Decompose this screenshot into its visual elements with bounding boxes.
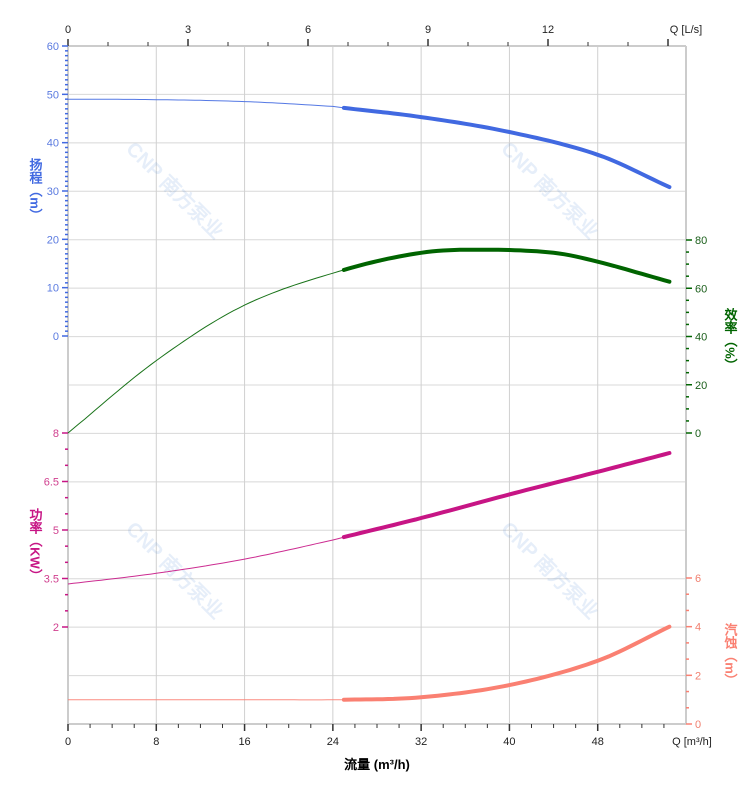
- head-tick-label: 30: [47, 186, 59, 198]
- x-axis-title: 流量 (m³/h): [344, 757, 410, 772]
- head-curve-thin: [68, 98, 344, 109]
- x2-tick-label: 12: [542, 24, 554, 36]
- x-axis-unit: Q [m³/h]: [672, 736, 712, 748]
- grid: [67, 45, 687, 725]
- power-tick-label: 2: [53, 622, 59, 634]
- npsh-tick-label: 6: [695, 573, 701, 585]
- curves: [67, 98, 672, 702]
- power-tick-label: 5: [53, 525, 59, 537]
- efficiency-tick-label: 20: [695, 380, 707, 392]
- efficiency-tick-label: 80: [695, 235, 707, 247]
- x2-tick-label: 0: [65, 24, 71, 36]
- watermark-text: CNP 南方泵业: [496, 517, 603, 624]
- power-tick-label: 6.5: [44, 477, 59, 489]
- power-curve-thin: [67, 536, 345, 585]
- efficiency-tick-label: 60: [695, 283, 707, 295]
- head-curve-operating: [341, 105, 672, 190]
- x2-axis-unit: Q [L/s]: [670, 24, 702, 36]
- power-curve-operating: [341, 451, 672, 540]
- head-tick-label: 40: [47, 138, 59, 150]
- watermark: CNP 南方泵业: [496, 517, 603, 624]
- x2-tick-label: 6: [305, 24, 311, 36]
- head-tick-label: 50: [47, 89, 59, 101]
- watermark-text: CNP 南方泵业: [121, 137, 228, 244]
- npsh-tick-label: 0: [695, 719, 701, 731]
- x-tick-label: 32: [415, 736, 427, 748]
- efficiency-tick-label: 40: [695, 332, 707, 344]
- x2-tick-label: 9: [425, 24, 431, 36]
- head-tick-label: 10: [47, 283, 59, 295]
- x-tick-label: 8: [153, 736, 159, 748]
- head-tick-label: 60: [47, 41, 59, 53]
- npsh-curve-operating: [341, 624, 672, 702]
- efficiency-tick-label: 0: [695, 428, 701, 440]
- x-tick-label: 48: [592, 736, 604, 748]
- power-tick-label: 3.5: [44, 574, 59, 586]
- efficiency-curve-operating: [341, 247, 672, 284]
- npsh-tick-label: 2: [695, 670, 701, 682]
- npsh-tick-label: 4: [695, 622, 701, 634]
- efficiency-axis-title: 效率（%）: [723, 308, 739, 372]
- head-tick-label: 0: [53, 331, 59, 343]
- head-tick-label: 20: [47, 234, 59, 246]
- axes: 0 8 16 24 32 40 480 3 6 9 120102030405060扬程（m）0204…: [28, 24, 739, 748]
- x2-tick-label: 3: [185, 24, 191, 36]
- watermark: CNP 南方泵业: [121, 137, 228, 244]
- head-axis-title: 扬程（m）: [28, 158, 44, 222]
- x-tick-label: 16: [238, 736, 250, 748]
- npsh-axis-title: 汽蚀（m）: [723, 623, 739, 687]
- x-tick-label: 40: [503, 736, 515, 748]
- efficiency-curve-thin: [67, 269, 345, 434]
- power-tick-label: 8: [53, 428, 59, 440]
- x-tick-label: 0: [65, 736, 71, 748]
- x-tick-label: 24: [327, 736, 339, 748]
- power-axis-title: 功率（KW）: [28, 508, 44, 582]
